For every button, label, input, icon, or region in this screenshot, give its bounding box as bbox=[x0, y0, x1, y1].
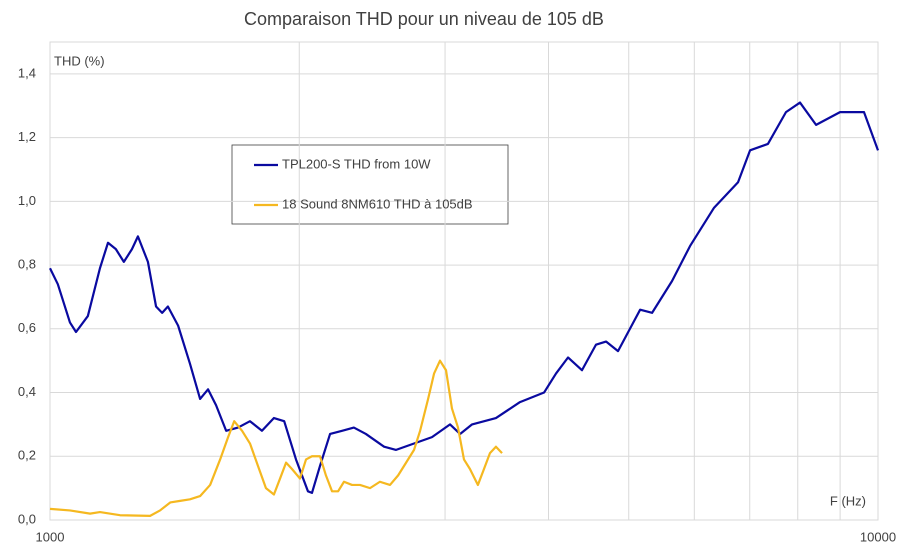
y-tick-label: 0,4 bbox=[18, 384, 36, 399]
series-line bbox=[49, 359, 503, 517]
x-tick-label: 1000 bbox=[36, 529, 65, 544]
y-tick-label: 1,2 bbox=[18, 129, 36, 144]
x-axis-label: F (Hz) bbox=[830, 493, 866, 508]
plot-border bbox=[49, 41, 879, 521]
y-tick-label: 1,0 bbox=[18, 193, 36, 208]
legend-label: 18 Sound 8NM610 THD à 105dB bbox=[282, 196, 473, 211]
legend-label: TPL200-S THD from 10W bbox=[282, 156, 431, 171]
y-tick-label: 0,6 bbox=[18, 320, 36, 335]
y-tick-label: 0,8 bbox=[18, 257, 36, 272]
y-tick-label: 0,0 bbox=[18, 511, 36, 526]
legend-box bbox=[231, 144, 509, 225]
y-tick-label: 0,2 bbox=[18, 448, 36, 463]
chart-title: Comparaison THD pour un niveau de 105 dB bbox=[244, 9, 604, 29]
series-line bbox=[49, 101, 880, 495]
y-tick-label: 1,4 bbox=[18, 65, 36, 80]
y-axis-label: THD (%) bbox=[54, 53, 105, 68]
x-tick-label: 10000 bbox=[860, 529, 896, 544]
